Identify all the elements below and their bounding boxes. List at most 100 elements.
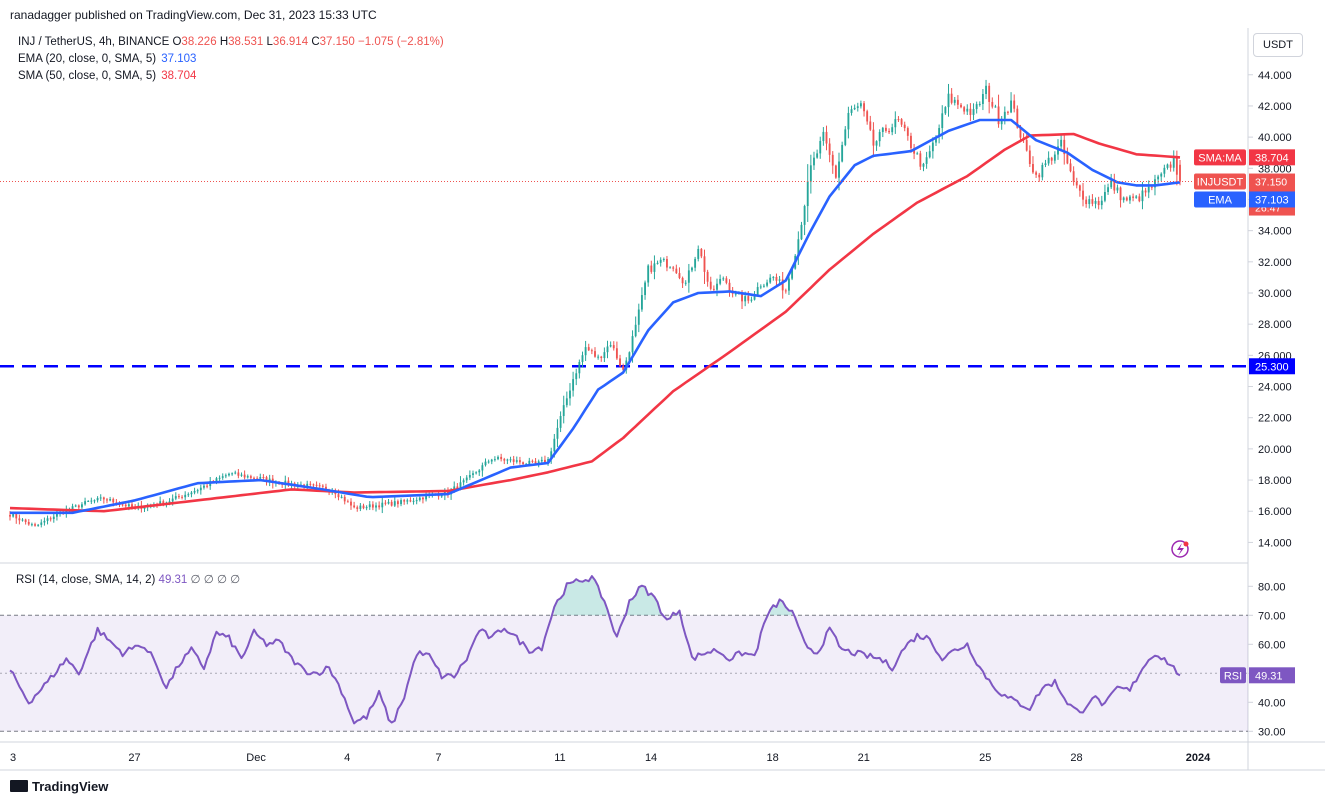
candle-body (437, 494, 440, 497)
candle-body (834, 165, 837, 178)
candle-body (534, 461, 537, 464)
rsi-tag-name-bg (1220, 667, 1246, 684)
price-axis[interactable]: 14.000 16.000 18.000 20.000 22.000 24.000 26.0… (1248, 70, 1292, 550)
candle-body (43, 520, 46, 523)
currency-button[interactable]: USDT (1253, 33, 1303, 57)
candle-body (1094, 200, 1097, 204)
candle-body (981, 94, 984, 104)
candle-body (96, 498, 99, 501)
candle-body (456, 486, 459, 489)
price-tick-label: 18.000 (1258, 475, 1292, 487)
candle-body (431, 494, 434, 496)
candle-body (152, 504, 155, 506)
candle-body (838, 161, 840, 178)
candle-body (403, 500, 406, 502)
rsi-tick-label: 60.00 (1258, 639, 1286, 651)
price-tick-label: 30.000 (1258, 288, 1292, 300)
candle-body (71, 506, 74, 510)
price-tick-label: 20.000 (1258, 444, 1292, 456)
candle-body (722, 278, 725, 280)
candle-body (487, 461, 490, 463)
candle-body (687, 270, 690, 283)
sma-legend[interactable]: SMA (50, close, 0, SMA, 5) 38.704 (18, 70, 196, 82)
candle-body (960, 104, 962, 108)
time-axis[interactable]: 3 27 Dec 4 7 11 14 18 21 25 28 2024 (10, 752, 1211, 764)
rsi-band-fill (0, 615, 1248, 732)
candle-body (478, 470, 481, 473)
candle-body (115, 502, 118, 505)
candle-body (21, 519, 24, 521)
rsi-tag[interactable]: RSI 49.31 (1220, 667, 1295, 684)
candle-body (888, 130, 891, 133)
rsi-tag-value: 49.31 (1255, 670, 1283, 682)
candle-body (1041, 164, 1044, 178)
candle-body (1110, 180, 1113, 188)
candle-body (168, 501, 171, 503)
candle-body (40, 522, 43, 525)
candle-body (1157, 176, 1160, 180)
candle-body (506, 459, 509, 461)
candle-body (844, 129, 847, 145)
tradingview-logo[interactable]: TradingView (10, 779, 108, 794)
candle-body (1088, 199, 1091, 205)
candle-body (490, 459, 493, 462)
candle-body (1053, 154, 1056, 161)
candle-body (331, 490, 334, 492)
ema-tag-value-0: 37.103 (1255, 194, 1289, 206)
candle-body (337, 494, 340, 498)
rsi-axis[interactable]: 30.00 40.00 50.00 60.00 70.00 80.00 (1248, 581, 1286, 738)
candle-body (340, 496, 343, 498)
candle-body (963, 107, 966, 112)
candle-body (106, 499, 108, 501)
candle-body (706, 271, 709, 282)
candle-body (734, 293, 737, 295)
candle-body (781, 279, 784, 291)
rsi-legend[interactable]: RSI (14, close, SMA, 14, 2) 49.31 ∅ ∅ ∅ … (16, 572, 240, 586)
candle-body (309, 483, 312, 485)
price-tag[interactable]: INJUSDT 37.150+131.46%26:47 (1194, 173, 1303, 216)
candle-body (1141, 190, 1144, 202)
ema20-line[interactable] (10, 118, 1181, 515)
candle-body (425, 495, 428, 500)
ema-legend[interactable]: EMA (20, close, 0, SMA, 5) 37.103 (18, 53, 196, 65)
ema-tag[interactable]: EMA 37.103 (1194, 191, 1295, 208)
candle-body (1085, 199, 1088, 205)
candle-body (346, 501, 349, 503)
candle-body (468, 475, 471, 478)
candle-body (828, 143, 831, 155)
time-tick-label: 4 (344, 752, 350, 764)
candle-body (243, 474, 246, 478)
candle-body (1022, 137, 1025, 140)
rsi-line[interactable] (9, 575, 1181, 725)
candle-body (174, 496, 177, 499)
candle-body (891, 127, 894, 133)
flash-icon[interactable] (1171, 540, 1189, 558)
time-tick-label: 7 (435, 752, 441, 764)
candle-body (224, 475, 227, 477)
rsi-legend-value: 49.31 (158, 574, 188, 586)
candle-body (49, 518, 52, 520)
candle-body (797, 239, 800, 256)
candle-body (813, 157, 815, 166)
candle-body (1172, 158, 1175, 168)
sma-tag[interactable]: SMA:MA 38.704 (1194, 149, 1295, 166)
candle-body (697, 248, 700, 259)
candle-body (1163, 167, 1166, 174)
level-tag[interactable]: 25.300 (1249, 358, 1295, 375)
time-tick-label: 21 (858, 752, 870, 764)
candle-body (306, 483, 309, 488)
price-tick-label: 40.000 (1258, 132, 1292, 144)
candle-body (24, 519, 27, 523)
candle-body (465, 477, 468, 481)
candle-body (587, 347, 590, 351)
candle-body (884, 127, 887, 131)
candle-body (512, 459, 515, 462)
candle-body (1013, 100, 1016, 109)
candle-body (249, 476, 252, 478)
symbol-label[interactable]: INJ / TetherUS, 4h, BINANCE (18, 36, 170, 48)
rsi-overbought-fill (673, 610, 680, 616)
sma50-line[interactable] (9, 132, 1181, 513)
candle-body (296, 484, 299, 487)
candle-body (816, 153, 819, 158)
